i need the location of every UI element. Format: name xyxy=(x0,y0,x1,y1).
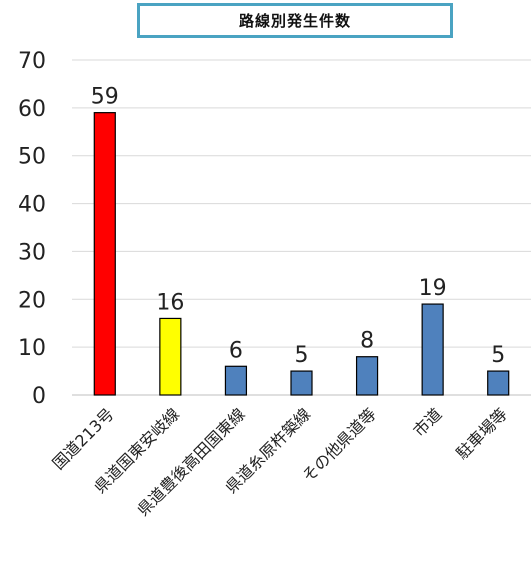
y-tick-label: 10 xyxy=(18,336,46,361)
data-label: 16 xyxy=(156,290,184,315)
data-label: 5 xyxy=(491,343,505,368)
x-tick-label: 国道213号 xyxy=(49,404,118,473)
data-label: 19 xyxy=(419,276,447,301)
y-tick-label: 40 xyxy=(18,193,46,218)
x-tick-label: 県道豊後高田国東線 xyxy=(133,404,248,519)
bar xyxy=(93,112,116,396)
data-label: 59 xyxy=(91,85,119,110)
x-tick-label: 駐車場等 xyxy=(452,404,511,463)
y-tick-label: 70 xyxy=(18,49,46,74)
x-tick-label: 市道 xyxy=(409,404,445,440)
y-tick-label: 50 xyxy=(18,145,46,170)
y-tick-label: 0 xyxy=(32,384,46,409)
bar xyxy=(487,370,510,396)
bar xyxy=(290,370,313,396)
y-tick-label: 20 xyxy=(18,288,46,313)
data-label: 6 xyxy=(229,338,243,363)
bar xyxy=(421,303,444,396)
data-label: 5 xyxy=(295,343,309,368)
bar xyxy=(224,365,248,396)
data-label: 8 xyxy=(360,329,374,354)
y-tick-label: 30 xyxy=(18,240,46,265)
y-tick-label: 60 xyxy=(18,97,46,122)
chart-title: 路線別発生件数 xyxy=(137,3,453,38)
bar xyxy=(355,356,379,396)
bar xyxy=(159,317,182,396)
